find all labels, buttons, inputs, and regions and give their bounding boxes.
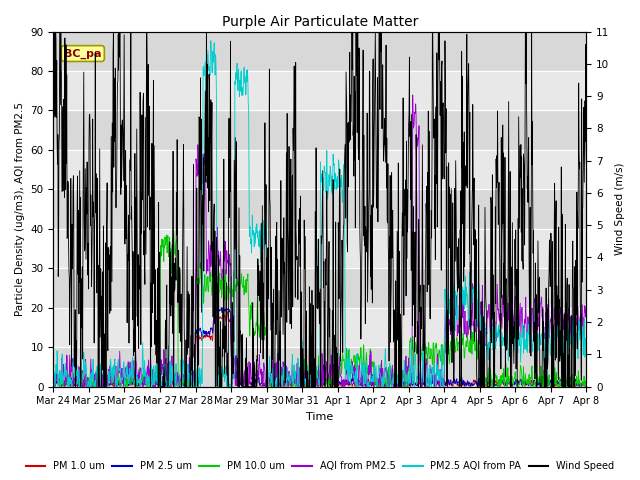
Text: BC_pa: BC_pa bbox=[64, 48, 102, 59]
Bar bbox=[53, 308, 586, 347]
Legend: PM 1.0 um, PM 2.5 um, PM 10.0 um, AQI from PM2.5, PM2.5 AQI from PA, Wind Speed: PM 1.0 um, PM 2.5 um, PM 10.0 um, AQI fr… bbox=[22, 457, 618, 475]
Bar bbox=[53, 229, 586, 268]
X-axis label: Time: Time bbox=[307, 412, 333, 422]
Y-axis label: Particle Density (ug/m3), AQI from PM2.5: Particle Density (ug/m3), AQI from PM2.5 bbox=[15, 102, 25, 316]
Bar bbox=[53, 0, 586, 32]
Bar bbox=[53, 71, 586, 110]
Title: Purple Air Particulate Matter: Purple Air Particulate Matter bbox=[221, 15, 418, 29]
Bar bbox=[53, 71, 586, 110]
Bar bbox=[53, 150, 586, 189]
Y-axis label: Wind Speed (m/s): Wind Speed (m/s) bbox=[615, 163, 625, 255]
